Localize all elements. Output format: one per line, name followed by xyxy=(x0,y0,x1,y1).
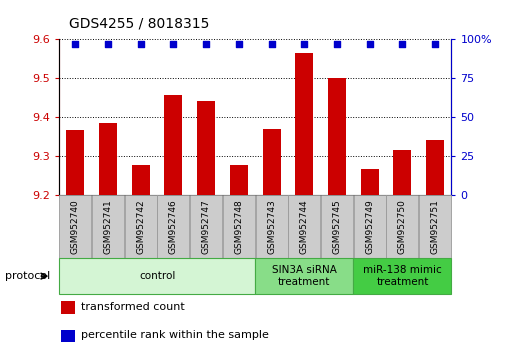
Bar xyxy=(386,195,419,258)
Bar xyxy=(321,195,353,258)
Point xyxy=(398,41,406,46)
Bar xyxy=(255,258,353,294)
Bar xyxy=(99,122,117,195)
Point xyxy=(267,41,275,46)
Bar xyxy=(61,301,75,314)
Text: GSM952744: GSM952744 xyxy=(300,199,309,254)
Bar xyxy=(263,129,281,195)
Bar xyxy=(353,258,451,294)
Bar xyxy=(295,52,313,195)
Point xyxy=(202,41,210,46)
Text: SIN3A siRNA
treatment: SIN3A siRNA treatment xyxy=(272,265,337,287)
Point xyxy=(169,41,177,46)
Bar xyxy=(393,150,411,195)
Text: GSM952747: GSM952747 xyxy=(202,199,211,254)
Bar xyxy=(125,195,157,258)
Bar xyxy=(288,195,320,258)
Point xyxy=(431,41,439,46)
Point xyxy=(136,41,145,46)
Bar xyxy=(132,165,150,195)
Point xyxy=(71,41,80,46)
Bar xyxy=(190,195,222,258)
Text: miR-138 mimic
treatment: miR-138 mimic treatment xyxy=(363,265,442,287)
Point xyxy=(235,41,243,46)
Text: GDS4255 / 8018315: GDS4255 / 8018315 xyxy=(69,16,210,30)
Bar xyxy=(61,330,75,342)
Text: GSM952740: GSM952740 xyxy=(71,199,80,254)
Text: percentile rank within the sample: percentile rank within the sample xyxy=(81,330,269,340)
Bar xyxy=(328,78,346,195)
Point xyxy=(300,41,308,46)
Bar xyxy=(157,195,189,258)
Point xyxy=(104,41,112,46)
Text: GSM952743: GSM952743 xyxy=(267,199,276,254)
Bar xyxy=(419,195,451,258)
Bar xyxy=(60,195,91,258)
Text: GSM952741: GSM952741 xyxy=(104,199,112,254)
Bar xyxy=(92,195,124,258)
Text: GSM952751: GSM952751 xyxy=(430,199,440,254)
Text: GSM952749: GSM952749 xyxy=(365,199,374,254)
Bar xyxy=(230,165,248,195)
Bar xyxy=(165,95,183,195)
Bar xyxy=(426,140,444,195)
Bar xyxy=(59,258,255,294)
Text: GSM952746: GSM952746 xyxy=(169,199,178,254)
Text: transformed count: transformed count xyxy=(81,302,185,312)
Bar xyxy=(197,101,215,195)
Bar xyxy=(361,169,379,195)
Text: GSM952745: GSM952745 xyxy=(332,199,342,254)
Bar xyxy=(223,195,255,258)
Bar xyxy=(353,195,386,258)
Point xyxy=(333,41,341,46)
Text: protocol: protocol xyxy=(5,271,50,281)
Bar xyxy=(255,195,288,258)
Bar xyxy=(66,130,84,195)
Text: GSM952748: GSM952748 xyxy=(234,199,243,254)
Point xyxy=(366,41,374,46)
Text: GSM952742: GSM952742 xyxy=(136,199,145,254)
Text: control: control xyxy=(139,271,175,281)
Text: GSM952750: GSM952750 xyxy=(398,199,407,254)
